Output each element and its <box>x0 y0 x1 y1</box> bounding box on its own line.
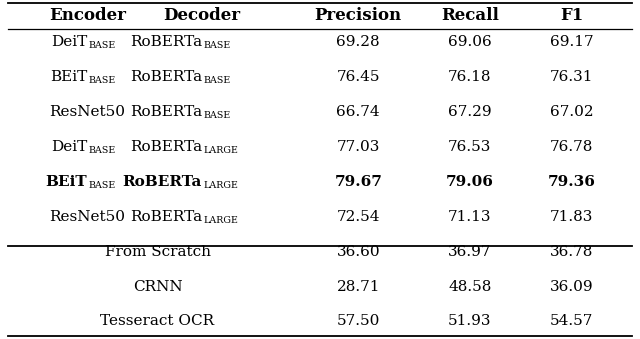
Text: RoBERTa: RoBERTa <box>130 35 202 49</box>
Text: BASE: BASE <box>204 76 230 85</box>
Text: 51.93: 51.93 <box>448 315 492 328</box>
Text: CRNN: CRNN <box>132 279 182 294</box>
Text: Precision: Precision <box>315 7 402 24</box>
Text: BASE: BASE <box>89 181 116 190</box>
Text: ResNet50: ResNet50 <box>49 105 125 119</box>
Text: 76.78: 76.78 <box>550 140 593 154</box>
Text: 67.29: 67.29 <box>448 105 492 119</box>
Text: 71.13: 71.13 <box>448 210 492 224</box>
Text: Recall: Recall <box>441 7 499 24</box>
Text: LARGE: LARGE <box>204 146 238 155</box>
Text: 76.18: 76.18 <box>448 70 492 84</box>
Text: 36.09: 36.09 <box>550 279 593 294</box>
Text: Tesseract OCR: Tesseract OCR <box>100 315 214 328</box>
Text: 69.28: 69.28 <box>337 35 380 49</box>
Text: 69.17: 69.17 <box>550 35 593 49</box>
Text: RoBERTa: RoBERTa <box>123 175 202 188</box>
Text: BEiT: BEiT <box>50 70 88 84</box>
Text: ResNet50: ResNet50 <box>49 210 125 224</box>
Text: 72.54: 72.54 <box>337 210 380 224</box>
Text: From Scratch: From Scratch <box>104 244 211 259</box>
Text: BASE: BASE <box>204 111 230 120</box>
Text: 76.53: 76.53 <box>448 140 492 154</box>
Text: RoBERTa: RoBERTa <box>130 70 202 84</box>
Text: 54.57: 54.57 <box>550 315 593 328</box>
Text: BASE: BASE <box>89 41 116 50</box>
Text: DeiT: DeiT <box>51 140 88 154</box>
Text: RoBERTa: RoBERTa <box>130 140 202 154</box>
Text: 67.02: 67.02 <box>550 105 593 119</box>
Text: RoBERTa: RoBERTa <box>130 105 202 119</box>
Text: 79.67: 79.67 <box>334 175 382 188</box>
Text: LARGE: LARGE <box>204 216 238 225</box>
Text: 79.06: 79.06 <box>446 175 493 188</box>
Text: Decoder: Decoder <box>164 7 241 24</box>
Text: 76.31: 76.31 <box>550 70 593 84</box>
Text: 71.83: 71.83 <box>550 210 593 224</box>
Text: 36.97: 36.97 <box>448 244 492 259</box>
Text: Encoder: Encoder <box>49 7 126 24</box>
Text: BASE: BASE <box>89 76 116 85</box>
Text: BASE: BASE <box>89 146 116 155</box>
Text: F1: F1 <box>560 7 583 24</box>
Text: 76.45: 76.45 <box>337 70 380 84</box>
Text: 77.03: 77.03 <box>337 140 380 154</box>
Text: 48.58: 48.58 <box>448 279 492 294</box>
Text: 69.06: 69.06 <box>448 35 492 49</box>
Text: 79.36: 79.36 <box>548 175 596 188</box>
Text: 66.74: 66.74 <box>337 105 380 119</box>
Text: RoBERTa: RoBERTa <box>130 210 202 224</box>
Text: BEiT: BEiT <box>46 175 88 188</box>
Text: 36.78: 36.78 <box>550 244 593 259</box>
Text: LARGE: LARGE <box>204 181 238 190</box>
Text: 57.50: 57.50 <box>337 315 380 328</box>
Text: 28.71: 28.71 <box>337 279 380 294</box>
Text: 36.60: 36.60 <box>337 244 380 259</box>
Text: DeiT: DeiT <box>51 35 88 49</box>
Text: BASE: BASE <box>204 41 230 50</box>
